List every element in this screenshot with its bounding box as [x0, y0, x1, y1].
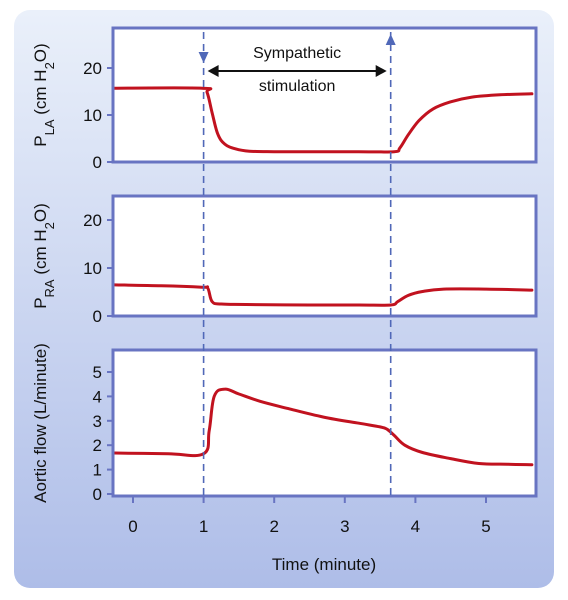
x-tick-label: 5 [481, 517, 490, 536]
annotation-bg [235, 40, 360, 96]
y-axis-label-pra: PRA (cm H2O) [31, 203, 57, 309]
y-tick-label-aortic: 1 [93, 461, 102, 480]
stimulation-on-arrow [198, 52, 209, 63]
x-tick-label: 1 [199, 517, 208, 536]
panel-aortic: 0 1 2 3 4 5 Aortic flow (L/minute) [31, 343, 538, 504]
y-tick-label-aortic: 4 [93, 387, 102, 406]
y-tick-label-aortic: 2 [93, 436, 102, 455]
y-tick-label-pla: 0 [93, 153, 102, 172]
x-tick-label: 3 [340, 517, 349, 536]
y-tick-label-pra: 10 [83, 259, 102, 278]
stimulation-off-arrow [385, 34, 396, 45]
series-line-pra [114, 283, 534, 307]
plot-frame-aortic [111, 348, 538, 498]
x-tick-label: 0 [128, 517, 137, 536]
series-line-aortic [114, 387, 534, 467]
chart-panels: 0 10 20 PLA (cm H2O) 0 10 20 PRA (cm H2O) 0 1 2 3 4 5… [31, 26, 538, 504]
y-axis-label-pla: PLA (cm H2O) [31, 43, 57, 146]
annotation-arrow-left [207, 65, 219, 77]
annotation-line1: Sympathetic [253, 45, 341, 62]
x-axis-label: Time (minute) [272, 555, 376, 574]
y-tick-label-pla: 20 [83, 59, 102, 78]
panel-pra: 0 10 20 PRA (cm H2O) [31, 194, 538, 326]
sympathetic-annotation: Sympathetic stimulation [207, 40, 387, 96]
annotation-arrow-right [375, 65, 387, 77]
stimulation-markers [198, 32, 396, 500]
y-tick-label-pra: 0 [93, 307, 102, 326]
x-tick-label: 4 [411, 517, 420, 536]
y-tick-label-aortic: 5 [93, 363, 102, 382]
series-line-pla [114, 86, 534, 154]
y-tick-label-aortic: 3 [93, 412, 102, 431]
annotation-line2: stimulation [259, 78, 335, 95]
y-axis-label-aortic: Aortic flow (L/minute) [31, 343, 50, 503]
x-tick-label: 2 [269, 517, 278, 536]
y-tick-label-pla: 10 [83, 106, 102, 125]
x-axis: 0 1 2 3 4 5 Time (minute) [128, 496, 491, 574]
y-tick-label-aortic: 0 [93, 485, 102, 504]
plot-frame-pra [111, 194, 538, 318]
y-tick-label-pra: 20 [83, 211, 102, 230]
